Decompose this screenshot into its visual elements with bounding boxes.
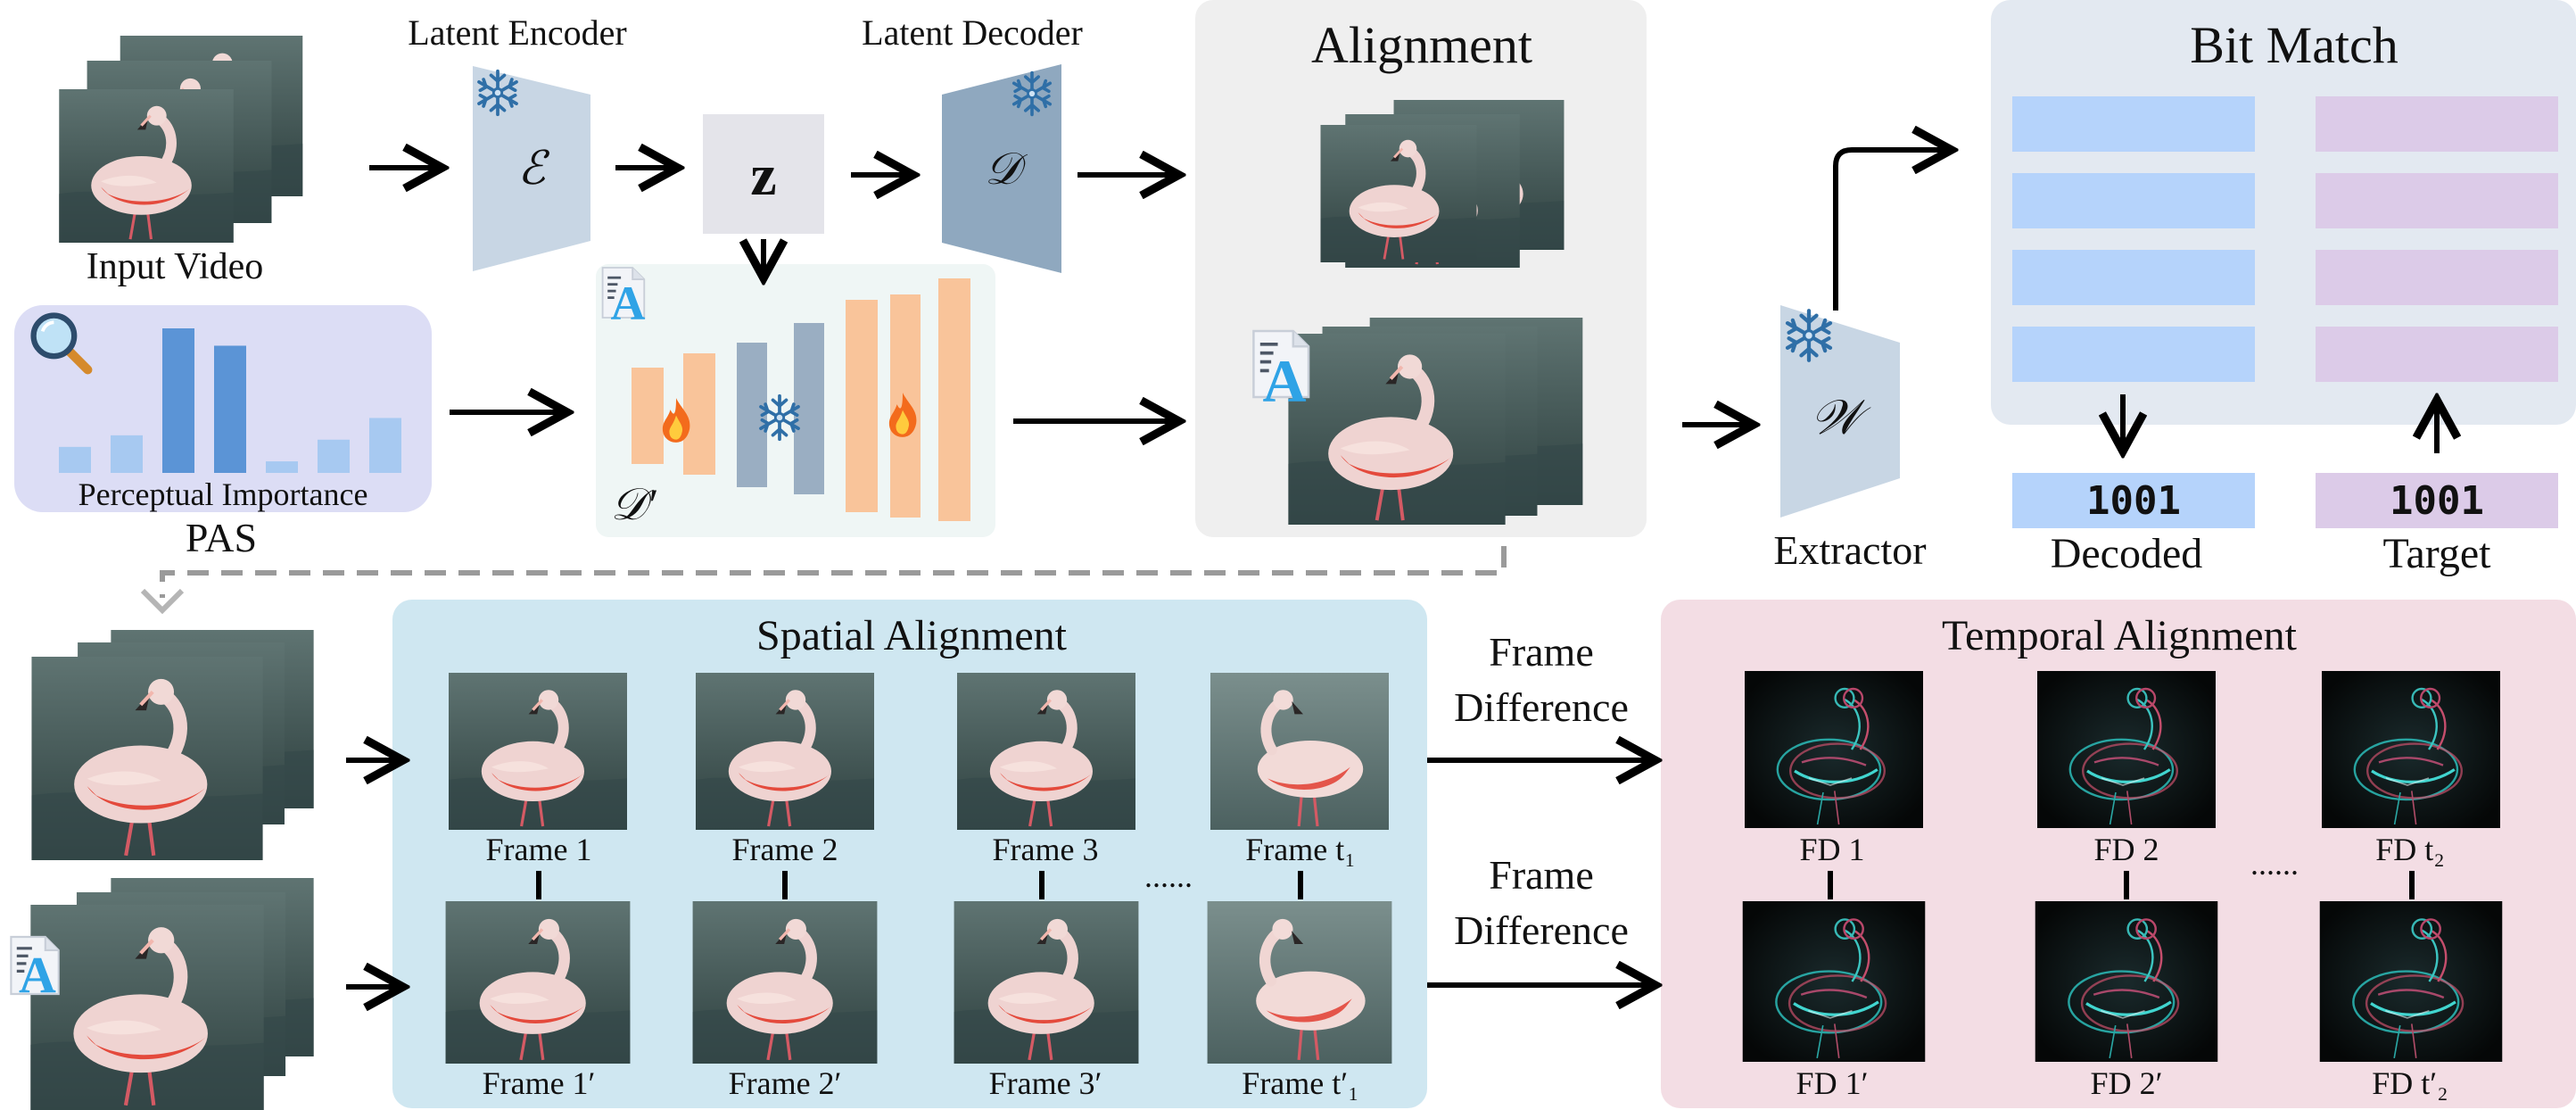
finetune-block-1	[632, 368, 664, 464]
fd-frame-top-1	[1743, 671, 1925, 828]
frame-difference-label-2-line-1: Frame	[1489, 852, 1594, 898]
frame-label-bottom-1: Frame 1′	[483, 1065, 596, 1101]
target-bits-value: 1001	[2390, 478, 2484, 524]
spatial-ellipsis: ......	[1144, 858, 1193, 894]
bottom-watermarked-video-stack	[30, 878, 313, 1110]
spatial-alignment-title: Spatial Alignment	[756, 612, 1068, 659]
decoded-bit-bar-2	[2012, 173, 2255, 228]
frame-label-top-1: Frame 1	[486, 832, 592, 867]
decoded-bit-bar-4	[2012, 327, 2255, 382]
perceptual-importance-bar-4	[214, 345, 246, 473]
input-video-stack	[59, 36, 302, 243]
perceptual-importance-bar-2	[111, 435, 143, 473]
frame-difference-label-1-line-1: Frame	[1489, 629, 1594, 675]
perceptual-importance-bar-6	[318, 439, 350, 473]
fd-frame-bottom-1	[1740, 901, 1928, 1062]
spatial-frame-bottom-2	[693, 901, 878, 1064]
fd-label-top-2: FD 2	[2093, 832, 2159, 867]
fd-label-top-1: FD 1	[1799, 832, 1864, 867]
spatial-frame-top-t1	[1210, 673, 1389, 830]
finetuned-decoder-doc-letter: A	[611, 277, 646, 330]
bottom-original-video-stack	[31, 630, 313, 860]
decoded-bit-bar-3	[2012, 250, 2255, 305]
perceptual-importance-bar-7	[369, 418, 401, 473]
latent-encoder-block	[473, 66, 590, 271]
fd-label-top-t2: FD t₂	[2375, 832, 2445, 867]
target-bit-bar-4	[2316, 327, 2558, 382]
fd-frame-top-2	[2035, 671, 2217, 828]
frame-label-bottom-2: Frame 2′	[729, 1065, 842, 1101]
perceptual-importance-bar-1	[59, 446, 91, 473]
latent-z-box	[703, 114, 824, 234]
frame-label-top-3: Frame 3	[993, 832, 1099, 867]
fd-label-bottom-t2: FD t′₂	[2372, 1065, 2448, 1101]
decoded-bits-value: 1001	[2086, 478, 2181, 524]
temporal-ellipsis: ......	[2250, 846, 2299, 882]
decoded-bit-bar-1	[2012, 96, 2255, 152]
perceptual-importance-bar-5	[266, 461, 298, 473]
fd-frame-bottom-2	[2033, 901, 2220, 1062]
spatial-frame-top-2	[696, 673, 874, 830]
perceptual-importance-bar-3	[162, 328, 194, 473]
temporal-alignment-title: Temporal Alignment	[1942, 612, 2298, 659]
arrow-extractor-to-bit-match	[1833, 150, 1948, 311]
dashed-feedback-line	[160, 546, 1507, 598]
encoder-symbol: ℰ	[517, 144, 549, 195]
target-bit-bar-3	[2316, 250, 2558, 305]
target-bit-bar-1	[2316, 96, 2558, 152]
alignment-video-stack-original	[1321, 100, 1565, 268]
target-bit-bar-2	[2316, 173, 2558, 228]
frame-label-top-2: Frame 2	[732, 832, 838, 867]
alignment-doc-letter: A	[1262, 347, 1306, 415]
fd-frame-bottom-t2	[2317, 901, 2505, 1062]
extractor-label: Extractor	[1773, 527, 1926, 573]
decoded-label: Decoded	[2051, 530, 2203, 577]
spatial-frame-top-1	[449, 673, 627, 830]
frame-difference-label-2-line-2: Difference	[1454, 907, 1629, 953]
finetuned-decoder-symbol: 𝒟′	[611, 479, 657, 529]
bit-match-title: Bit Match	[2190, 16, 2398, 74]
latent-decoder-label: Latent Decoder	[862, 12, 1083, 53]
target-label: Target	[2382, 530, 2491, 577]
bottom-doc-letter: A	[19, 946, 56, 1004]
spatial-alignment-panel	[392, 600, 1427, 1108]
frame-difference-label-1-line-2: Difference	[1454, 684, 1629, 730]
finetune-block-3	[846, 300, 878, 512]
alignment-video-stack-watermarked	[1288, 318, 1582, 525]
dashed-feedback-arrowhead	[140, 588, 185, 615]
frame-label-bottom-t1: Frame t′₁	[1242, 1065, 1358, 1101]
finetune-block-5	[938, 278, 970, 521]
spatial-frame-bottom-3	[954, 901, 1139, 1064]
latent-z-symbol: z	[750, 143, 776, 208]
spatial-frame-bottom-1	[446, 901, 631, 1064]
input-video-label: Input Video	[87, 246, 264, 287]
spatial-frame-top-3	[957, 673, 1135, 830]
frame-label-bottom-3: Frame 3′	[989, 1065, 1102, 1101]
frame-label-top-t1: Frame t₁	[1245, 832, 1356, 867]
spatial-frame-bottom-t1	[1208, 901, 1392, 1064]
frozen-block-2	[794, 323, 824, 494]
decoded-bits-box	[2012, 473, 2255, 528]
fd-label-bottom-2: FD 2′	[2091, 1065, 2163, 1101]
fd-frame-top-t2	[2320, 671, 2502, 828]
alignment-title: Alignment	[1311, 16, 1532, 74]
latent-decoder-block	[942, 64, 1061, 273]
pas-label: PAS	[186, 515, 257, 560]
latent-encoder-label: Latent Encoder	[408, 12, 626, 53]
target-bits-box	[2316, 473, 2558, 528]
perceptual-importance-bars	[59, 328, 401, 473]
finetune-block-2	[683, 353, 715, 475]
fd-label-bottom-1: FD 1′	[1796, 1065, 1869, 1101]
perceptual-importance-label: Perceptual Importance	[78, 476, 368, 512]
